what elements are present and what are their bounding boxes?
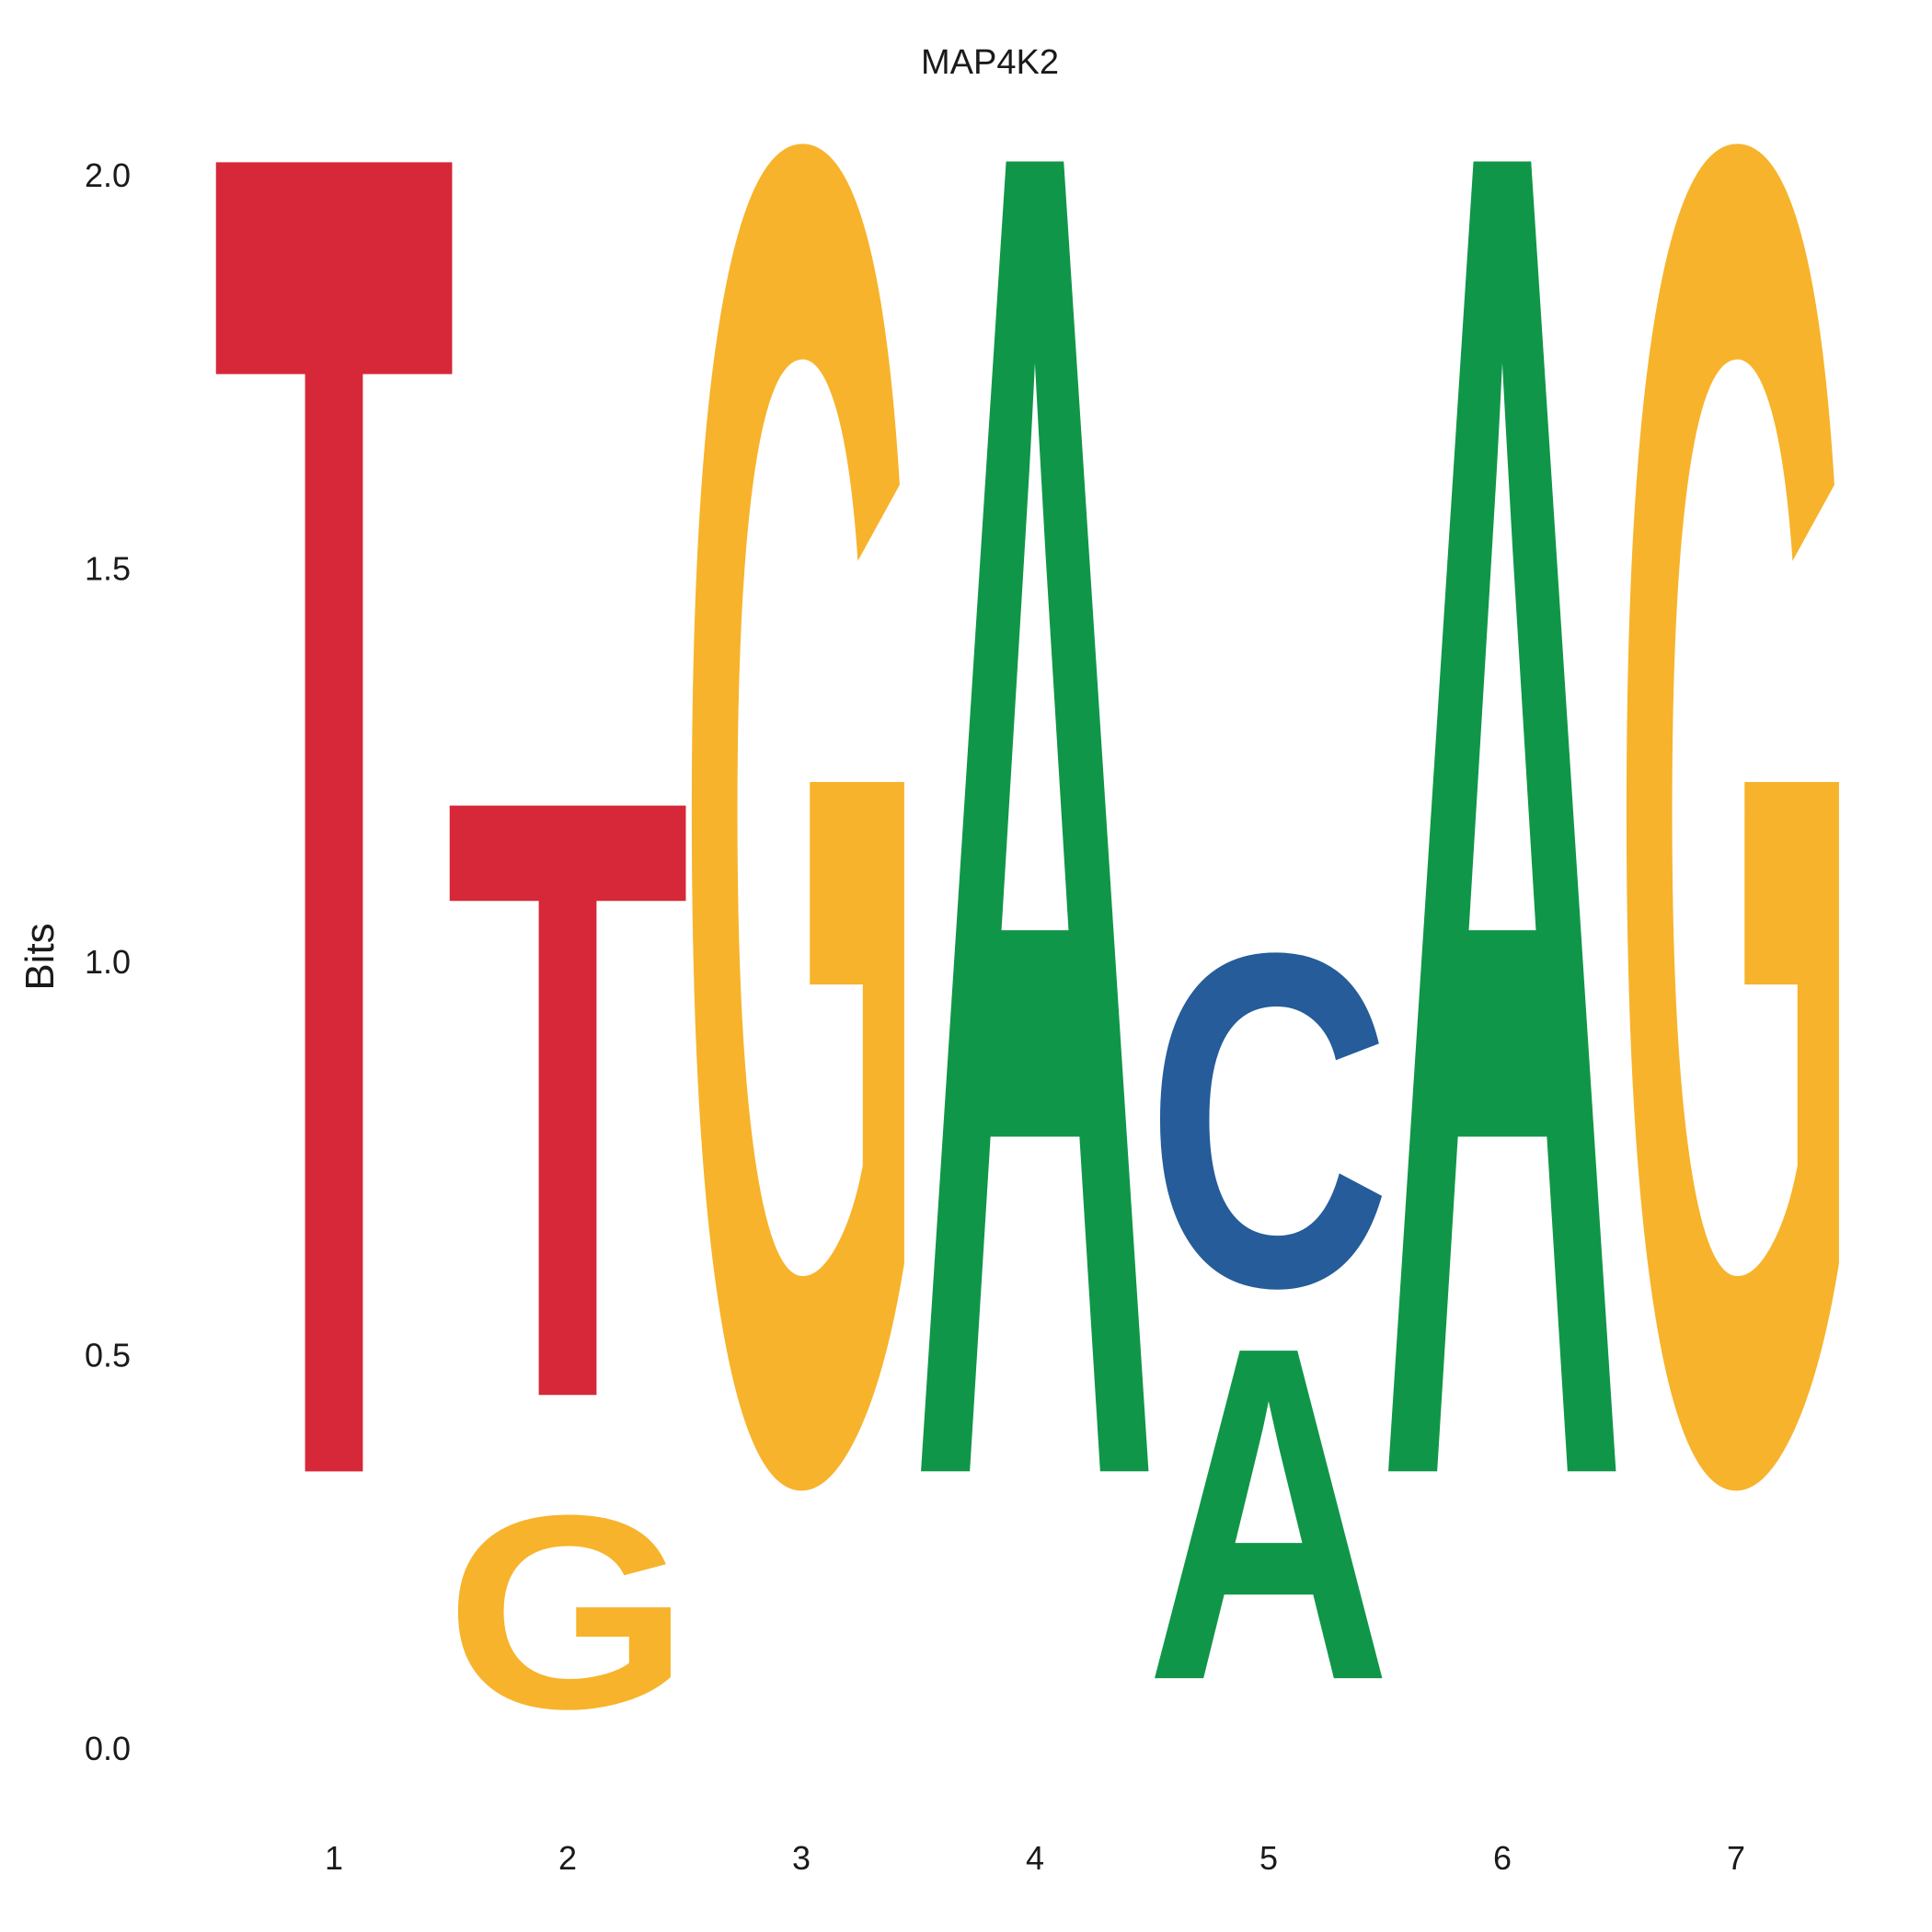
y-tick-label: 0.5 xyxy=(85,1337,131,1374)
x-tick-label: 3 xyxy=(792,1839,811,1877)
x-axis-ticks: 1 2 3 4 5 6 7 xyxy=(325,1839,1745,1877)
logo-letter-glyph: G xyxy=(1614,0,1858,1877)
logo-letter-a: A xyxy=(913,0,1157,1875)
logo-letter-t: T xyxy=(445,621,690,1578)
x-tick-label: 1 xyxy=(325,1839,343,1877)
logo-letter-glyph: A xyxy=(1380,0,1625,1875)
y-tick-label: 1.5 xyxy=(85,550,131,588)
logo-letter-a: A xyxy=(1146,1248,1391,1780)
logo-letter-c: C xyxy=(1146,855,1391,1386)
y-tick-label: 0.0 xyxy=(85,1730,131,1767)
logo-letter-glyph: A xyxy=(913,0,1157,1875)
y-tick-label: 2.0 xyxy=(85,156,131,194)
logo-letter-glyph: G xyxy=(445,1459,690,1766)
logo-letter-glyph: C xyxy=(1146,855,1391,1386)
x-tick-label: 4 xyxy=(1026,1839,1044,1877)
logo-letter-g: G xyxy=(445,1459,690,1766)
logo-letter-g: G xyxy=(1614,0,1858,1877)
logo-letter-glyph: T xyxy=(212,0,456,1875)
x-tick-label: 6 xyxy=(1493,1839,1512,1877)
y-axis-ticks: 0.0 0.5 1.0 1.5 2.0 xyxy=(85,156,131,1767)
y-axis-label: Bits xyxy=(17,923,63,990)
y-tick-label: 1.0 xyxy=(85,943,131,981)
logo-letter-glyph: G xyxy=(679,0,924,1877)
logo-letter-glyph: T xyxy=(445,621,690,1578)
x-tick-label: 5 xyxy=(1259,1839,1278,1877)
logo-letter-glyph: A xyxy=(1146,1248,1391,1780)
x-tick-label: 7 xyxy=(1727,1839,1745,1877)
logo-letter-a: A xyxy=(1380,0,1625,1875)
logo-letter-t: T xyxy=(212,0,456,1875)
chart-title: MAP4K2 xyxy=(921,43,1059,82)
logo-letter-g: G xyxy=(679,0,924,1877)
x-tick-label: 2 xyxy=(558,1839,577,1877)
